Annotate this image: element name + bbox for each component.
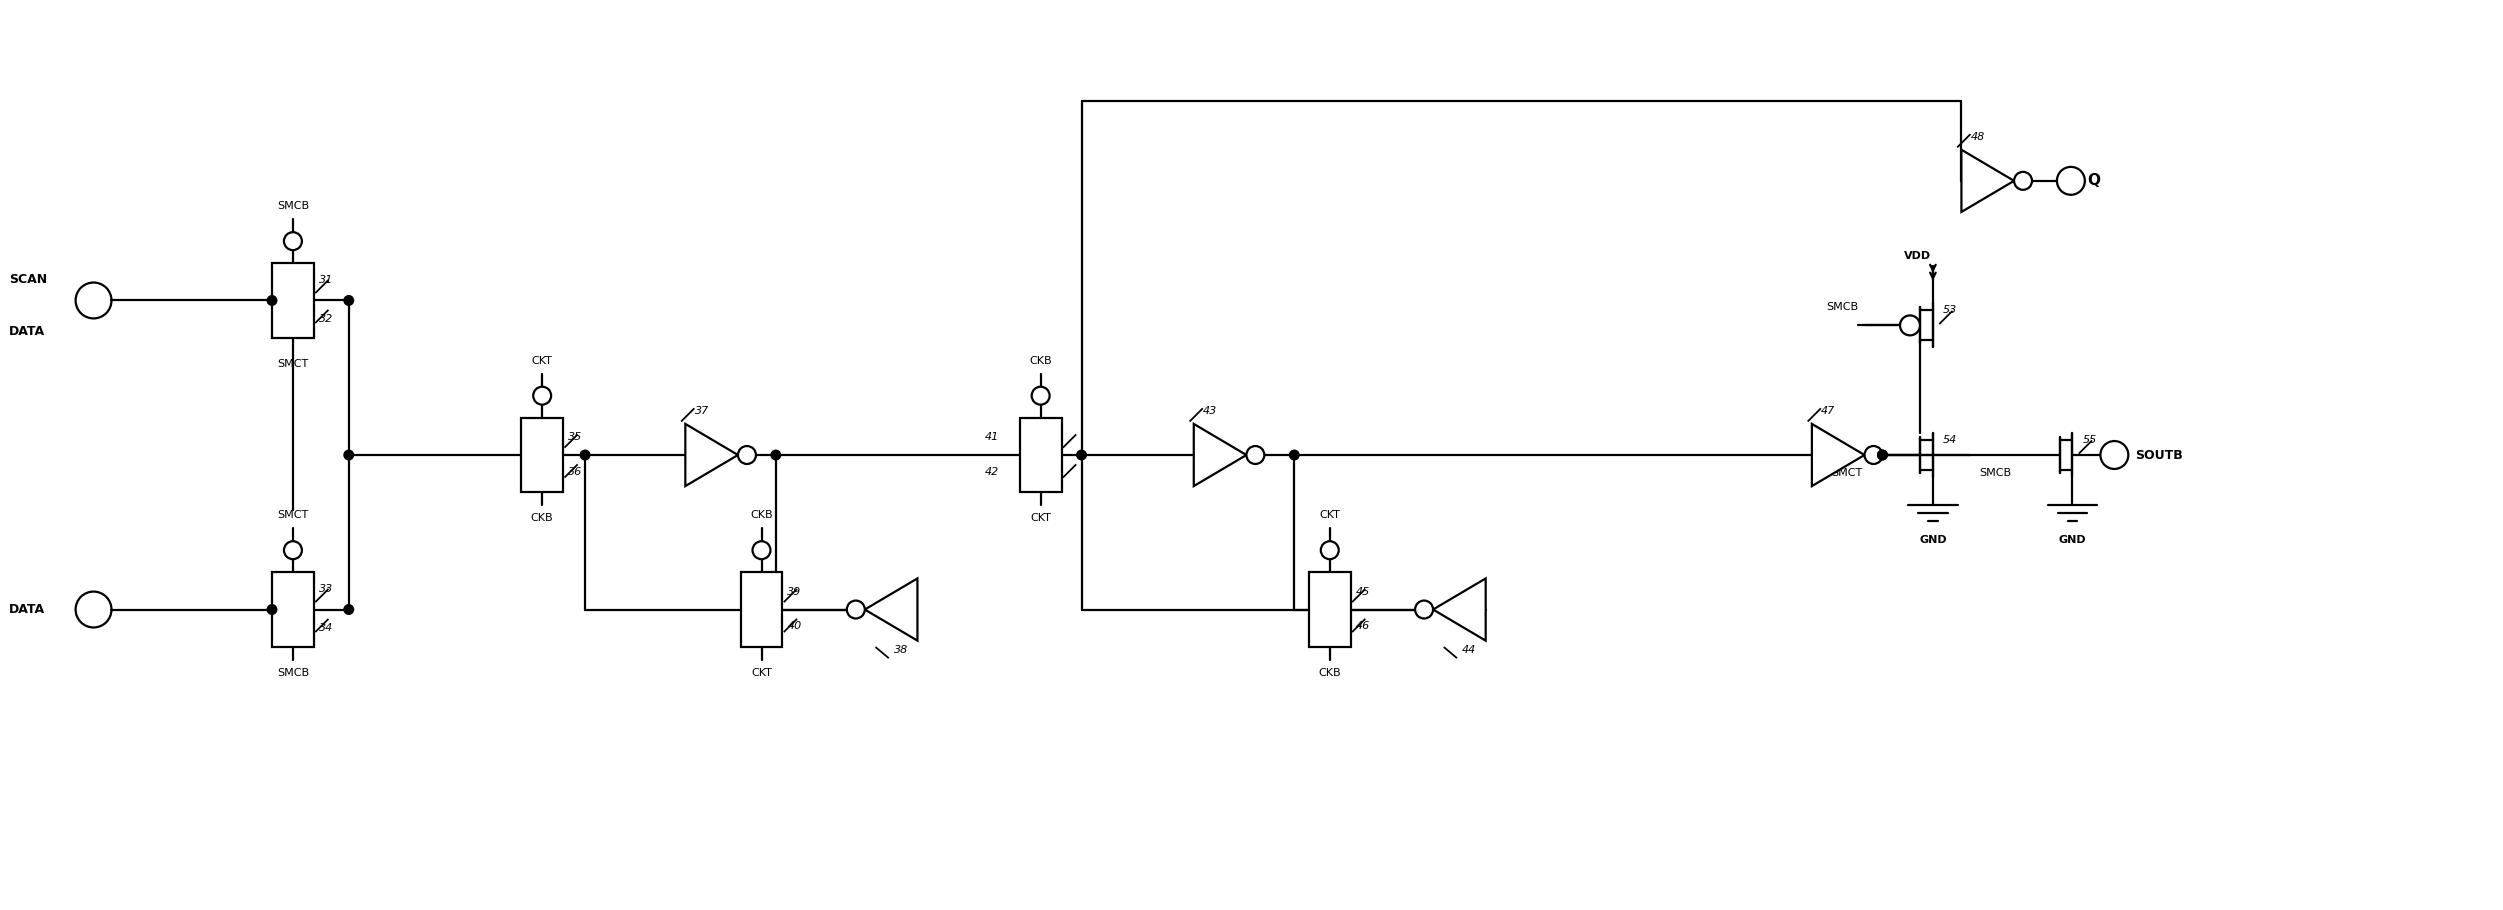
Bar [521, 418, 563, 492]
Text: 43: 43 [1204, 406, 1216, 416]
Circle shape [265, 604, 278, 615]
Text: SCAN: SCAN [10, 272, 48, 286]
Circle shape [1246, 446, 1264, 464]
Circle shape [343, 295, 355, 306]
Text: SMCT: SMCT [1830, 468, 1862, 478]
Text: DATA: DATA [10, 603, 45, 616]
Text: 40: 40 [788, 622, 801, 632]
Circle shape [1031, 387, 1049, 405]
Text: 47: 47 [1822, 406, 1835, 416]
Circle shape [1322, 541, 1339, 559]
Text: 42: 42 [984, 467, 999, 477]
Circle shape [2015, 172, 2032, 190]
Bar [273, 263, 313, 338]
Text: VDD: VDD [1905, 250, 1932, 260]
Text: CKB: CKB [1319, 668, 1342, 678]
Text: CKT: CKT [531, 356, 553, 366]
Circle shape [1865, 446, 1882, 464]
Text: 36: 36 [568, 467, 583, 477]
Text: 55: 55 [2082, 435, 2098, 445]
Text: SOUTB: SOUTB [2135, 449, 2183, 461]
Text: SMCB: SMCB [1827, 302, 1857, 312]
Text: 33: 33 [318, 583, 333, 593]
Text: CKT: CKT [751, 668, 771, 678]
Circle shape [343, 450, 355, 460]
Circle shape [753, 541, 771, 559]
Circle shape [265, 295, 278, 306]
Bar [273, 572, 313, 647]
Circle shape [1076, 450, 1086, 460]
Text: 34: 34 [318, 623, 333, 633]
Polygon shape [1434, 579, 1487, 641]
Circle shape [846, 601, 864, 619]
Circle shape [283, 232, 303, 250]
Circle shape [738, 446, 756, 464]
Text: 39: 39 [788, 587, 801, 597]
Text: CKB: CKB [1029, 356, 1051, 366]
Text: GND: GND [1920, 535, 1947, 545]
Circle shape [533, 387, 551, 405]
Text: 44: 44 [1462, 644, 1477, 654]
Text: 41: 41 [984, 432, 999, 442]
Text: 31: 31 [318, 275, 333, 285]
Circle shape [771, 450, 781, 460]
Text: 48: 48 [1970, 132, 1985, 142]
Text: GND: GND [2057, 535, 2088, 545]
Polygon shape [686, 424, 738, 486]
Circle shape [1877, 450, 1887, 460]
Polygon shape [1812, 424, 1865, 486]
Bar [1019, 418, 1061, 492]
Text: CKB: CKB [531, 513, 553, 523]
Circle shape [1877, 450, 1887, 460]
Text: SMCB: SMCB [1980, 468, 2012, 478]
Text: CKT: CKT [1031, 513, 1051, 523]
Text: 38: 38 [894, 644, 909, 654]
Circle shape [1289, 450, 1299, 460]
Text: DATA: DATA [10, 326, 45, 339]
Polygon shape [1962, 150, 2015, 212]
Text: 53: 53 [1942, 306, 1957, 316]
Bar [741, 572, 783, 647]
Text: Q: Q [2088, 173, 2100, 188]
Circle shape [1414, 601, 1434, 619]
Text: SMCT: SMCT [278, 511, 308, 521]
Text: 46: 46 [1357, 622, 1369, 632]
Circle shape [343, 604, 355, 615]
Text: SMCB: SMCB [278, 201, 308, 211]
Text: CKT: CKT [1319, 511, 1339, 521]
Text: 35: 35 [568, 432, 583, 442]
Text: SMCT: SMCT [278, 359, 308, 369]
Circle shape [283, 541, 303, 559]
Circle shape [1900, 316, 1920, 336]
Polygon shape [864, 579, 919, 641]
Text: 45: 45 [1357, 587, 1369, 597]
Circle shape [581, 450, 591, 460]
Polygon shape [1194, 424, 1246, 486]
Text: SMCB: SMCB [278, 668, 308, 678]
Bar [1309, 572, 1352, 647]
Text: 37: 37 [693, 406, 708, 416]
Text: CKB: CKB [751, 511, 773, 521]
Text: 54: 54 [1942, 435, 1957, 445]
Text: 32: 32 [318, 315, 333, 324]
